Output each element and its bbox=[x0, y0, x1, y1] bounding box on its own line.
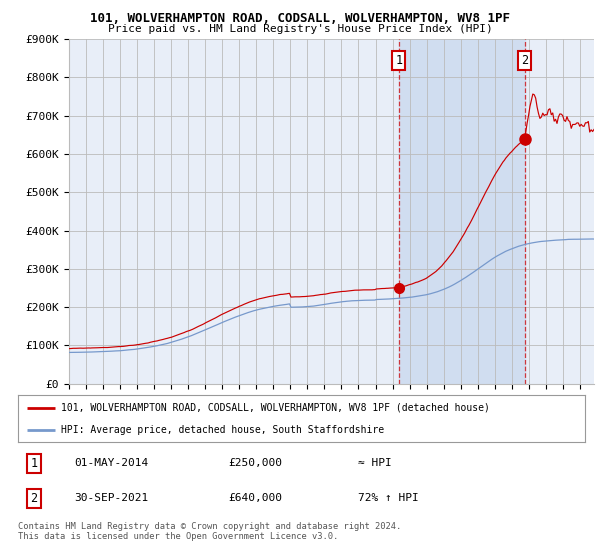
Text: 101, WOLVERHAMPTON ROAD, CODSALL, WOLVERHAMPTON, WV8 1PF: 101, WOLVERHAMPTON ROAD, CODSALL, WOLVER… bbox=[90, 12, 510, 25]
Text: Price paid vs. HM Land Registry's House Price Index (HPI): Price paid vs. HM Land Registry's House … bbox=[107, 24, 493, 34]
Text: 101, WOLVERHAMPTON ROAD, CODSALL, WOLVERHAMPTON, WV8 1PF (detached house): 101, WOLVERHAMPTON ROAD, CODSALL, WOLVER… bbox=[61, 403, 490, 413]
Text: 2: 2 bbox=[521, 54, 528, 67]
Text: 1: 1 bbox=[31, 457, 37, 470]
Text: Contains HM Land Registry data © Crown copyright and database right 2024.
This d: Contains HM Land Registry data © Crown c… bbox=[18, 522, 401, 542]
Text: 72% ↑ HPI: 72% ↑ HPI bbox=[358, 493, 419, 503]
Text: £250,000: £250,000 bbox=[228, 459, 282, 468]
Text: HPI: Average price, detached house, South Staffordshire: HPI: Average price, detached house, Sout… bbox=[61, 424, 383, 435]
Text: 2: 2 bbox=[31, 492, 37, 505]
Text: 30-SEP-2021: 30-SEP-2021 bbox=[75, 493, 149, 503]
Text: £640,000: £640,000 bbox=[228, 493, 282, 503]
Text: 01-MAY-2014: 01-MAY-2014 bbox=[75, 459, 149, 468]
Text: ≈ HPI: ≈ HPI bbox=[358, 459, 392, 468]
Text: 1: 1 bbox=[395, 54, 403, 67]
